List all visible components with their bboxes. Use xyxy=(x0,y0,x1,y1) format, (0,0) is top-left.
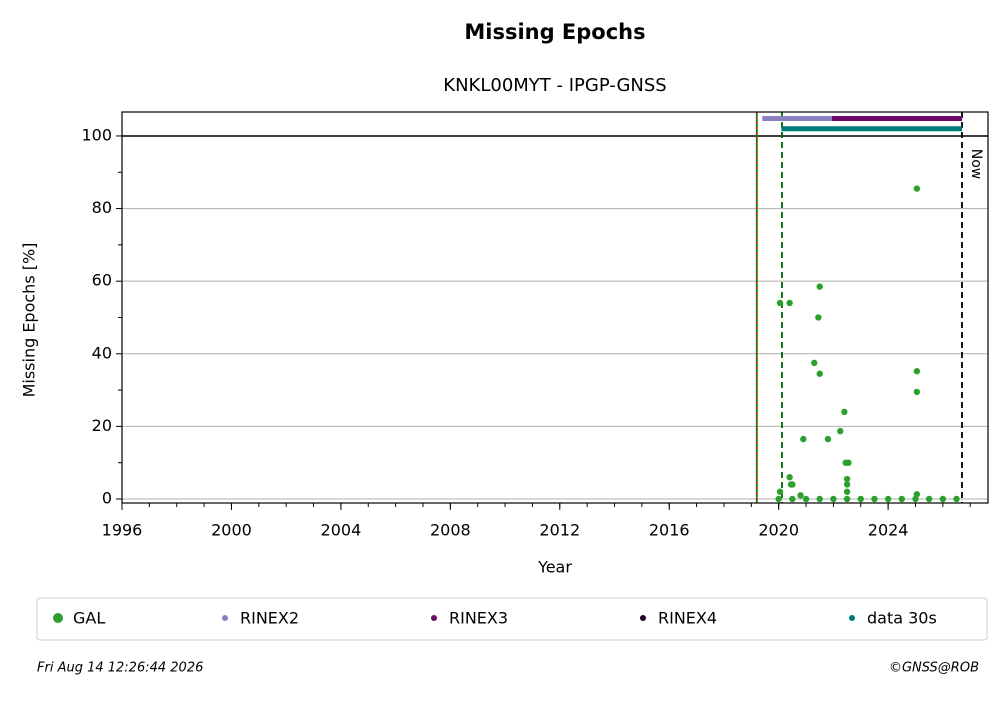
y-tick-label: 60 xyxy=(92,271,112,290)
data-point xyxy=(913,368,921,375)
legend-label: RINEX2 xyxy=(240,609,299,628)
x-tick-label: 2020 xyxy=(758,521,799,540)
y-tick-label: 100 xyxy=(81,125,112,144)
annotation: Now xyxy=(968,149,984,180)
data-point xyxy=(811,359,818,367)
footer-credit: ©GNSS@ROB xyxy=(889,661,979,676)
data-point xyxy=(837,427,844,435)
y-tick-label: 40 xyxy=(92,343,112,362)
data-point xyxy=(789,495,796,503)
data-point xyxy=(816,283,823,290)
legend-label: GAL xyxy=(73,609,105,628)
data-point xyxy=(871,495,878,503)
data-point xyxy=(815,314,822,321)
y-axis-label: Missing Epochs [%] xyxy=(20,243,39,398)
data-point xyxy=(786,474,793,481)
data-point xyxy=(843,481,851,488)
chart-title: Missing Epochs xyxy=(464,20,645,44)
data-point xyxy=(816,370,823,377)
legend-marker xyxy=(849,615,855,621)
x-axis-label: Year xyxy=(537,558,572,577)
data-point xyxy=(898,495,906,503)
y-tick-label: 0 xyxy=(102,489,112,508)
legend-label: RINEX4 xyxy=(658,609,717,628)
data-point xyxy=(775,495,782,503)
x-tick-label: 2024 xyxy=(868,521,909,540)
data-point xyxy=(776,299,784,307)
data-point xyxy=(776,488,784,495)
legend-marker xyxy=(222,615,228,621)
x-tick-label: 1996 xyxy=(102,521,143,540)
data-point xyxy=(800,435,807,443)
data-point xyxy=(830,495,837,503)
x-tick-label: 2016 xyxy=(649,521,690,540)
x-tick-label: 2012 xyxy=(539,521,580,540)
data-point xyxy=(843,495,851,503)
data-point xyxy=(789,481,796,488)
x-tick-label: 2004 xyxy=(321,521,362,540)
chart-subtitle: KNKL00MYT - IPGP-GNSS xyxy=(443,75,666,96)
data-point xyxy=(939,495,947,503)
y-tick-label: 20 xyxy=(92,416,112,435)
data-point xyxy=(845,459,852,466)
plot-frame xyxy=(121,111,989,504)
data-point xyxy=(786,299,793,307)
data-point xyxy=(843,475,851,483)
data-point xyxy=(912,495,919,503)
data-point xyxy=(925,495,933,503)
legend-marker xyxy=(53,613,63,623)
footer-timestamp: Fri Aug 14 12:26:44 2026 xyxy=(37,661,203,676)
data-point xyxy=(857,495,864,503)
legend-marker xyxy=(431,615,437,621)
data-point xyxy=(841,408,848,416)
data-point xyxy=(884,495,892,503)
data-point xyxy=(843,488,851,495)
data-point xyxy=(816,495,823,503)
data-point xyxy=(913,185,921,192)
legend-box xyxy=(36,597,988,641)
legend-marker xyxy=(640,615,646,621)
legend-label: data 30s xyxy=(867,609,937,628)
legend-label: RINEX3 xyxy=(449,609,508,628)
data-point xyxy=(797,492,804,499)
data-point xyxy=(824,435,832,443)
data-point xyxy=(913,388,921,396)
x-tick-label: 2008 xyxy=(430,521,471,540)
data-point xyxy=(953,495,960,503)
data-point xyxy=(802,495,810,503)
y-tick-label: 80 xyxy=(92,198,112,217)
x-tick-label: 2000 xyxy=(211,521,252,540)
